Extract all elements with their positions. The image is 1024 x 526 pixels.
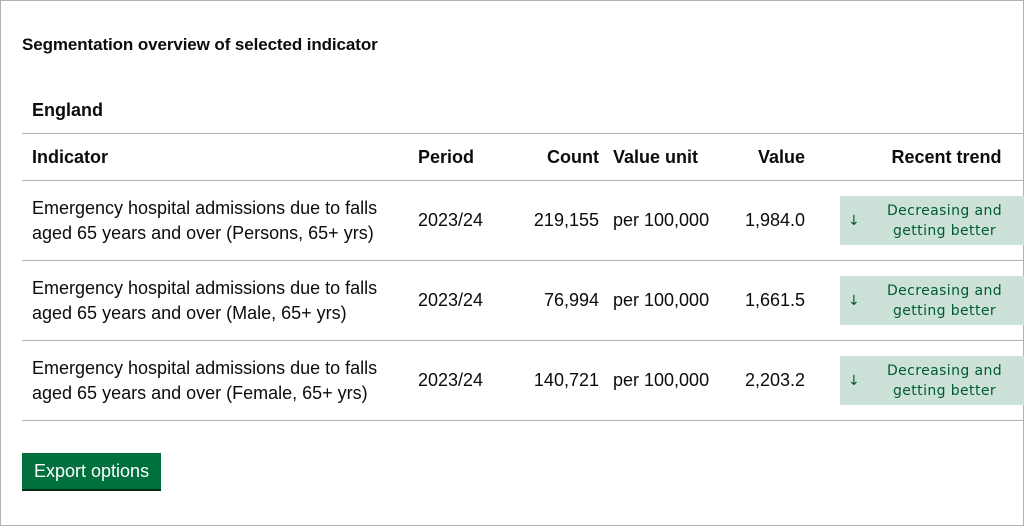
cell-indicator: Emergency hospital admissions due to fal… (22, 180, 418, 261)
cell-count: 140,721 (514, 340, 599, 421)
header-value-unit: Value unit (599, 133, 715, 181)
cell-count: 219,155 (514, 180, 599, 261)
trend-badge: ↓ Decreasing and getting better (840, 276, 1024, 325)
header-indicator: Indicator (22, 133, 418, 181)
arrow-down-icon: ↓ (848, 372, 861, 389)
table-row: Emergency hospital admissions due to fal… (22, 260, 1024, 341)
panel-title: Segmentation overview of selected indica… (22, 35, 378, 54)
arrow-down-icon: ↓ (848, 212, 861, 229)
trend-badge: ↓ Decreasing and getting better (840, 196, 1024, 245)
cell-value-unit: per 100,000 (599, 340, 715, 421)
cell-value: 2,203.2 (715, 340, 805, 421)
table-row: Emergency hospital admissions due to fal… (22, 180, 1024, 261)
table-header-row: Indicator Period Count Value unit Value … (22, 133, 1024, 181)
cell-value: 1,984.0 (715, 180, 805, 261)
table-row: Emergency hospital admissions due to fal… (22, 340, 1024, 421)
cell-value: 1,661.5 (715, 260, 805, 341)
cell-period: 2023/24 (418, 340, 514, 421)
cell-recent-trend: ↓ Decreasing and getting better (805, 180, 1024, 261)
cell-period: 2023/24 (418, 260, 514, 341)
segmentation-table: Indicator Period Count Value unit Value … (22, 133, 1024, 421)
cell-count: 76,994 (514, 260, 599, 341)
trend-label: Decreasing and getting better (886, 362, 1003, 399)
cell-indicator: Emergency hospital admissions due to fal… (22, 260, 418, 341)
cell-value-unit: per 100,000 (599, 180, 715, 261)
region-caption: England (32, 100, 103, 120)
trend-label: Decreasing and getting better (886, 202, 1003, 239)
export-options-button[interactable]: Export options (22, 453, 162, 489)
cell-recent-trend: ↓ Decreasing and getting better (805, 260, 1024, 341)
arrow-down-icon: ↓ (848, 292, 861, 309)
cell-recent-trend: ↓ Decreasing and getting better (805, 340, 1024, 421)
cell-period: 2023/24 (418, 180, 514, 261)
header-period: Period (418, 133, 514, 181)
trend-label: Decreasing and getting better (886, 282, 1003, 319)
trend-badge: ↓ Decreasing and getting better (840, 356, 1024, 405)
cell-indicator: Emergency hospital admissions due to fal… (22, 340, 418, 421)
header-recent-trend: Recent trend (805, 133, 1024, 181)
cell-value-unit: per 100,000 (599, 260, 715, 341)
header-count: Count (514, 133, 599, 181)
header-value: Value (715, 133, 805, 181)
